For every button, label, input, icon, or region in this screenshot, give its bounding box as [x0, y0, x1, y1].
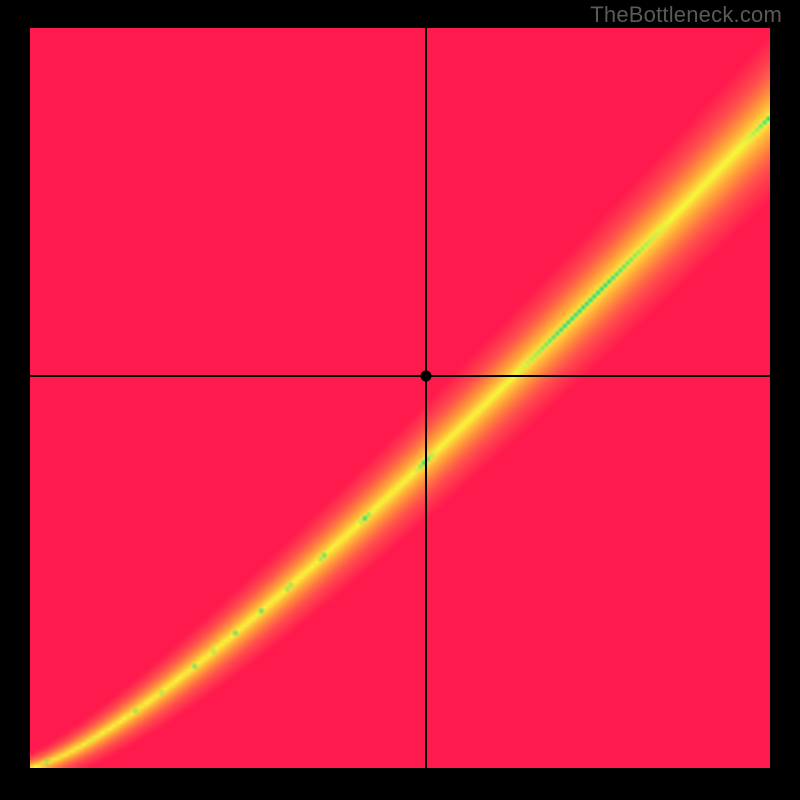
crosshair-vertical	[425, 28, 427, 768]
crosshair-horizontal	[30, 375, 770, 377]
heatmap-canvas	[30, 28, 770, 768]
watermark-text: TheBottleneck.com	[590, 2, 782, 28]
data-point-marker	[420, 370, 431, 381]
heatmap-plot-area	[30, 28, 770, 768]
